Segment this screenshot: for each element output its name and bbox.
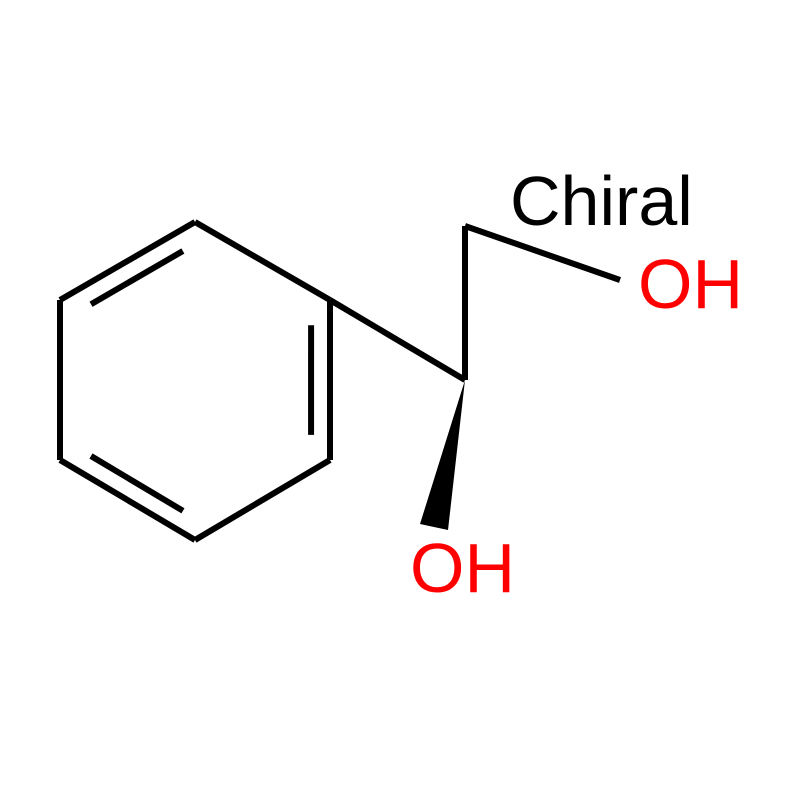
chiral-label: Chiral [510,162,693,240]
ring-bond-2-3 [60,460,195,540]
bond-ipso-calpha [330,300,465,380]
molecule-canvas: Chiral OH OH [0,0,800,800]
wedge-bond [420,380,465,530]
ring-bond-4-5 [60,222,195,300]
ring-bond-1-2 [195,460,330,540]
oh-bottom-label: OH [410,529,515,607]
ring-bond-5-0 [195,222,330,300]
oh-top-label: OH [638,245,743,323]
